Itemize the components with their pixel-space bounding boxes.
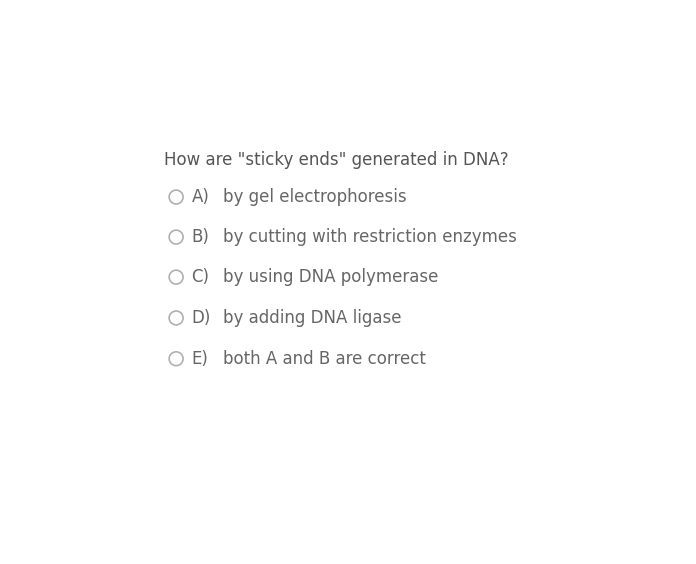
Text: both A and B are correct: both A and B are correct (223, 350, 425, 368)
Text: by gel electrophoresis: by gel electrophoresis (223, 188, 406, 206)
Text: by adding DNA ligase: by adding DNA ligase (223, 309, 401, 327)
Text: C): C) (191, 268, 209, 286)
Text: B): B) (191, 228, 209, 246)
Text: E): E) (191, 350, 209, 368)
Text: D): D) (191, 309, 211, 327)
Circle shape (169, 190, 183, 204)
Text: by using DNA polymerase: by using DNA polymerase (223, 268, 438, 286)
Text: How are "sticky ends" generated in DNA?: How are "sticky ends" generated in DNA? (164, 151, 509, 169)
Circle shape (169, 352, 183, 365)
Circle shape (169, 270, 183, 284)
Text: by cutting with restriction enzymes: by cutting with restriction enzymes (223, 228, 516, 246)
Circle shape (169, 311, 183, 325)
Circle shape (169, 230, 183, 244)
Text: A): A) (191, 188, 209, 206)
